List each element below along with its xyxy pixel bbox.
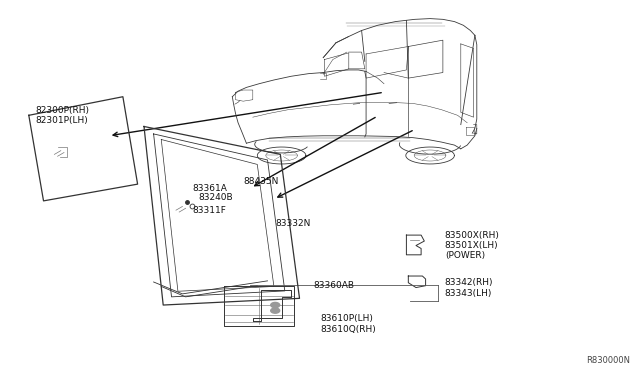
Circle shape (271, 308, 280, 313)
Text: 83332N: 83332N (275, 219, 310, 228)
Text: 83311F: 83311F (192, 206, 226, 215)
Text: 83342(RH)
83343(LH): 83342(RH) 83343(LH) (445, 278, 493, 298)
Text: 83360AB: 83360AB (314, 281, 355, 290)
Text: R830000N: R830000N (586, 356, 630, 365)
Text: 83500X(RH)
83501X(LH)
(POWER): 83500X(RH) 83501X(LH) (POWER) (445, 231, 500, 260)
Text: 88435N: 88435N (243, 177, 278, 186)
Text: 83361A: 83361A (192, 184, 227, 193)
Circle shape (271, 302, 280, 308)
Text: 82300P(RH)
82301P(LH): 82300P(RH) 82301P(LH) (35, 106, 89, 125)
Text: 83240B: 83240B (198, 193, 233, 202)
Text: 83610P(LH)
83610Q(RH): 83610P(LH) 83610Q(RH) (320, 314, 376, 334)
